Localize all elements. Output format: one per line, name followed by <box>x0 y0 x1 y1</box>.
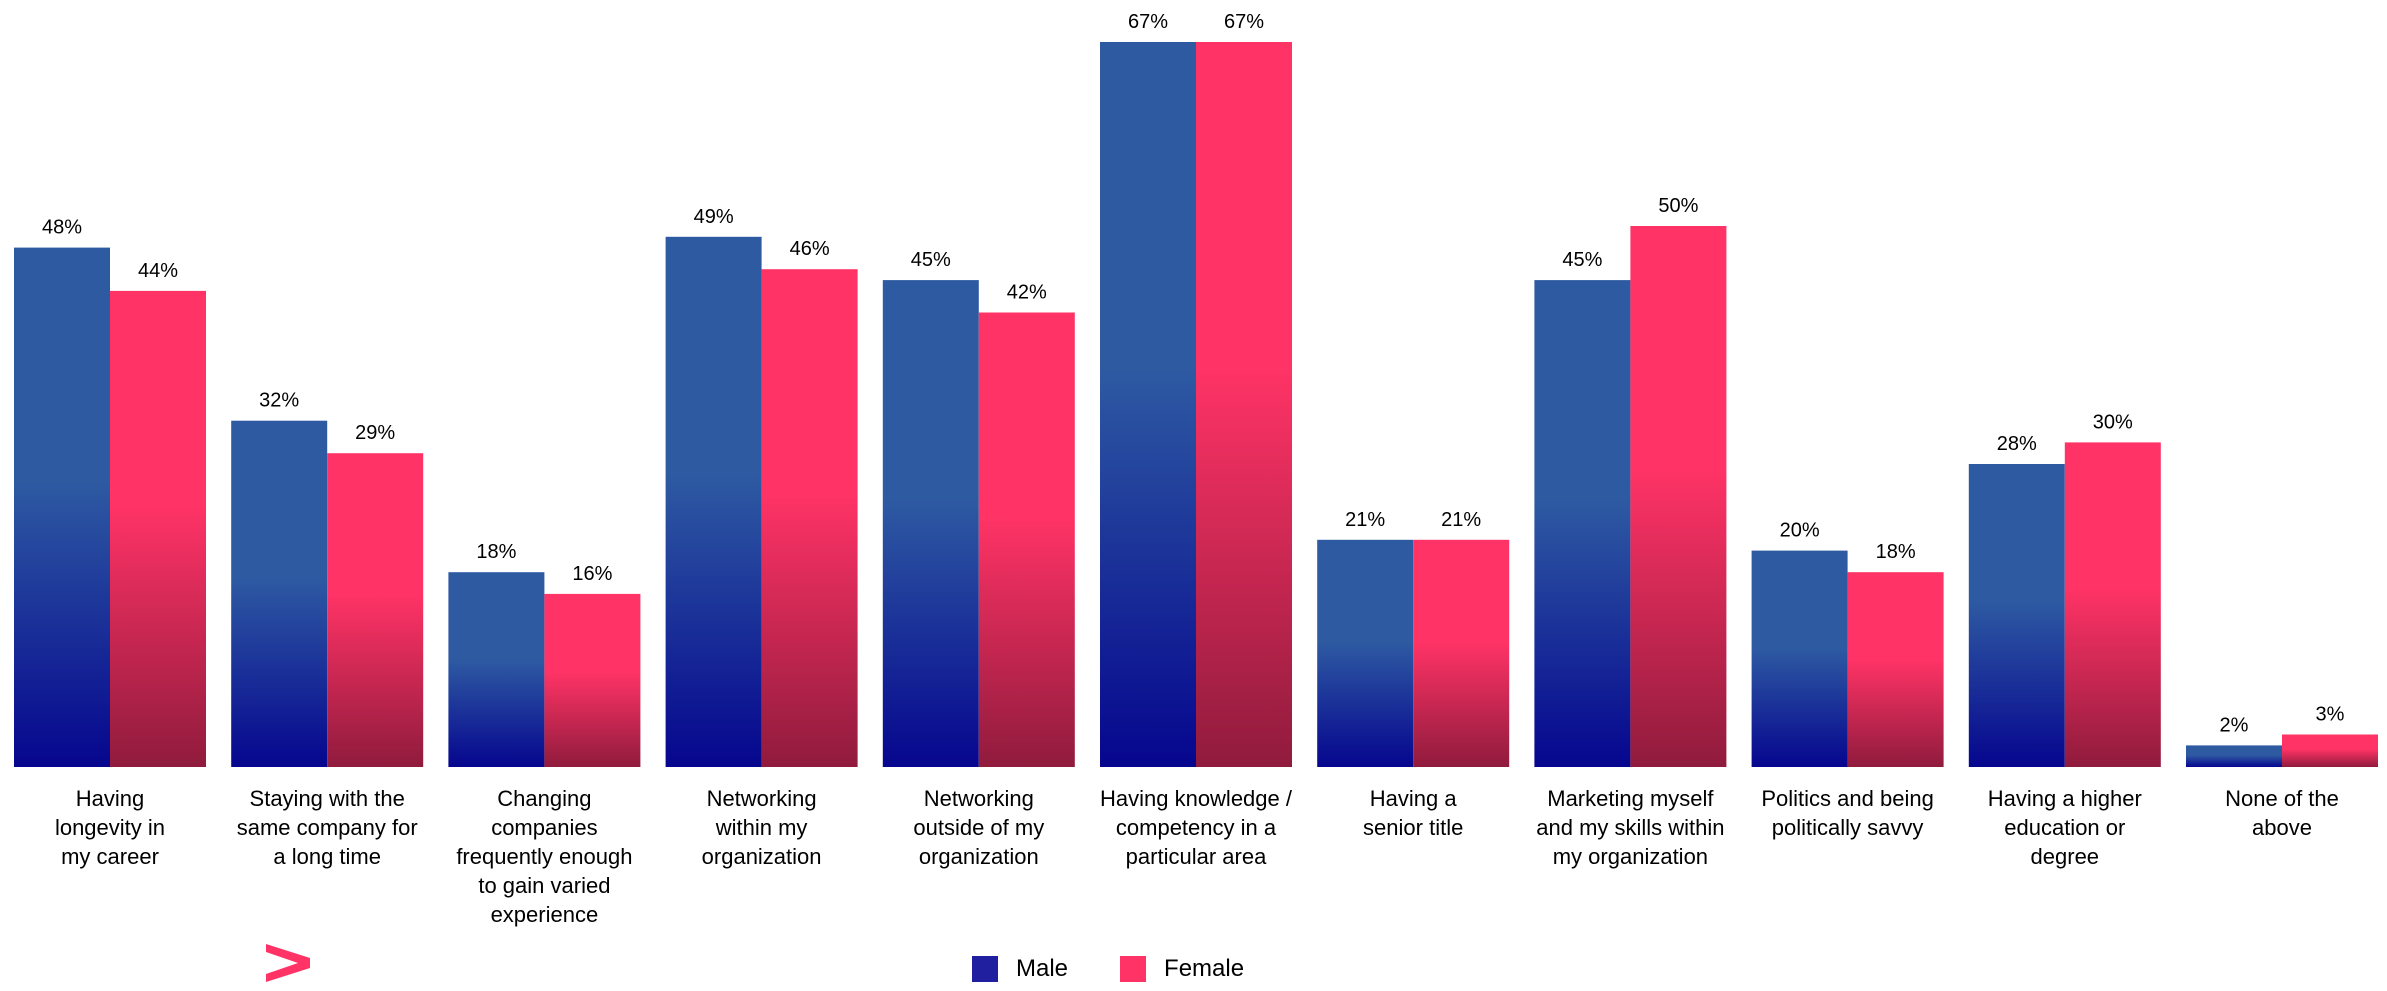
bars-layer <box>14 42 2378 768</box>
bar-female-9 <box>2064 442 2161 767</box>
value-label-female-5: 67% <box>1224 11 1264 33</box>
value-label-male-1: 32% <box>259 390 299 412</box>
bar-male-7 <box>1534 280 1631 767</box>
category-label-0: Having longevity in my career <box>54 786 166 869</box>
value-labels-layer: 48% 44% 32% 29% 18% 16% 49% 46% 45% 42% 67% 67% 21% 2… <box>42 11 2345 736</box>
value-label-female-3: 46% <box>790 238 830 260</box>
bar-female-2 <box>544 593 641 767</box>
value-label-female-8: 18% <box>1876 541 1916 563</box>
bar-female-5 <box>1196 42 1292 767</box>
bar-female-3 <box>761 269 858 767</box>
bar-female-8 <box>1847 572 1944 767</box>
greater-than-chevron-icon <box>266 944 310 982</box>
value-label-male-0: 48% <box>42 217 82 239</box>
value-label-male-10: 2% <box>2220 714 2249 736</box>
value-label-female-2: 16% <box>572 563 612 585</box>
legend-swatch-female <box>1120 956 1147 982</box>
category-label-2: Changing companies frequently enough to … <box>456 786 633 927</box>
value-label-female-9: 30% <box>2093 411 2133 433</box>
category-label-8: Politics and being politically savvy <box>1761 786 1934 840</box>
value-label-female-0: 44% <box>138 260 178 282</box>
value-label-male-3: 49% <box>694 206 734 228</box>
category-label-5: Having knowledge / competency in a parti… <box>1099 786 1292 869</box>
value-label-male-9: 28% <box>1997 433 2037 455</box>
value-label-female-4: 42% <box>1007 282 1047 304</box>
category-label-6: Having a senior title <box>1363 786 1464 840</box>
bar-male-3 <box>665 236 762 768</box>
bar-male-8 <box>1751 550 1848 767</box>
category-label-1: Staying with the same company for a long… <box>236 786 418 869</box>
value-label-female-6: 21% <box>1441 509 1481 531</box>
legend-item-male: Male <box>972 955 1068 983</box>
category-label-9: Having a higher education or degree <box>1987 786 2142 869</box>
bar-female-6 <box>1413 539 1510 767</box>
value-label-male-4: 45% <box>911 249 951 271</box>
legend: Male Female <box>972 954 1296 984</box>
bar-female-10 <box>2282 734 2378 767</box>
category-label-4: Networking outside of my organization <box>913 786 1045 869</box>
bar-female-7 <box>1630 226 1727 767</box>
bar-male-0 <box>14 247 110 768</box>
legend-label-female: Female <box>1164 955 1245 982</box>
value-label-male-8: 20% <box>1780 520 1820 542</box>
category-label-10: None of the above <box>2225 786 2339 840</box>
bar-female-0 <box>110 290 206 767</box>
category-label-3: Networking within my organization <box>701 786 822 869</box>
value-label-male-6: 21% <box>1345 509 1385 531</box>
legend-label-male: Male <box>1016 955 1069 982</box>
bar-female-4 <box>978 312 1075 767</box>
value-label-female-1: 29% <box>355 422 395 444</box>
legend-swatch-male <box>972 956 998 982</box>
bar-female-1 <box>327 453 424 767</box>
bar-male-9 <box>1968 464 2065 767</box>
value-label-female-7: 50% <box>1658 195 1698 217</box>
bar-male-10 <box>2186 745 2282 767</box>
category-label-7: Marketing myself and my skills within my… <box>1536 786 1725 869</box>
bar-male-1 <box>231 420 328 767</box>
value-label-male-2: 18% <box>476 541 516 563</box>
bar-male-4 <box>882 280 979 767</box>
bar-male-6 <box>1317 539 1414 767</box>
bar-male-2 <box>448 572 545 767</box>
value-label-female-10: 3% <box>2316 704 2345 726</box>
value-label-male-7: 45% <box>1562 249 1602 271</box>
legend-item-female: Female <box>1120 955 1244 983</box>
bar-male-5 <box>1100 42 1196 767</box>
value-label-male-5: 67% <box>1128 11 1168 33</box>
